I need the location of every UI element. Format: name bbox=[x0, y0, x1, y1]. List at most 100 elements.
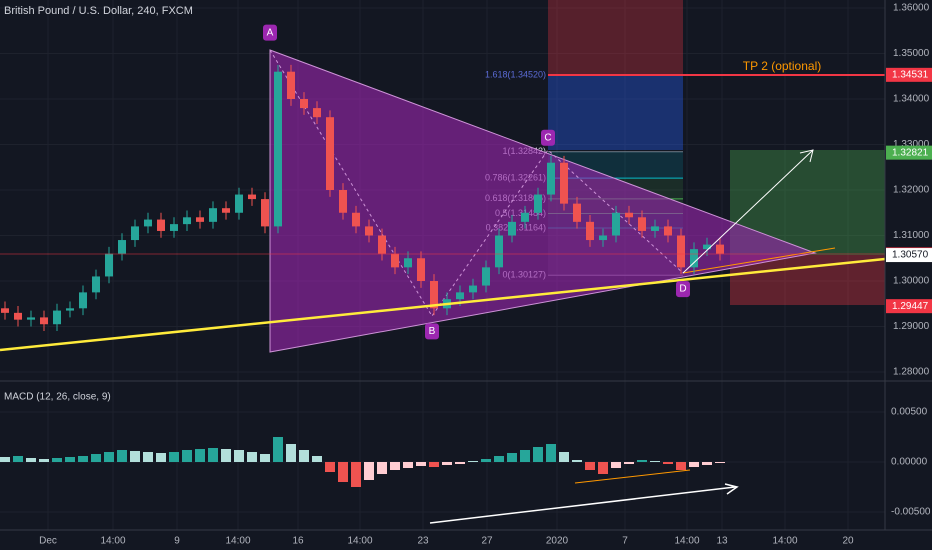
candle bbox=[196, 217, 204, 222]
price-marker-label: 1.34531 bbox=[892, 69, 929, 80]
macd-bar bbox=[0, 457, 10, 462]
fib-label: 1.618(1.34520) bbox=[485, 70, 546, 80]
candle bbox=[352, 212, 360, 227]
candle bbox=[339, 190, 347, 213]
candle bbox=[261, 199, 269, 227]
candle bbox=[66, 308, 74, 311]
macd-bar bbox=[195, 449, 205, 462]
candle bbox=[508, 221, 516, 236]
divergence-arrow bbox=[429, 486, 736, 524]
arrow-head bbox=[799, 149, 814, 163]
macd-pane bbox=[0, 437, 725, 487]
candle bbox=[365, 226, 373, 236]
macd-bar bbox=[52, 458, 62, 462]
candle bbox=[716, 244, 724, 254]
time-label: 14:00 bbox=[225, 536, 250, 547]
candle bbox=[391, 253, 399, 268]
candle bbox=[456, 292, 464, 300]
candle bbox=[92, 276, 100, 293]
macd-bar bbox=[663, 462, 673, 464]
orange-line bbox=[682, 247, 836, 274]
candle bbox=[482, 267, 490, 286]
macd-bar bbox=[143, 452, 153, 462]
candle bbox=[677, 235, 685, 268]
macd-bar bbox=[715, 462, 725, 463]
candle bbox=[27, 317, 35, 320]
macd-bar bbox=[390, 462, 400, 470]
candle bbox=[105, 253, 113, 277]
candle bbox=[560, 162, 568, 204]
candle bbox=[313, 108, 321, 118]
pattern-labels: A B C D bbox=[263, 24, 690, 340]
time-label: 16 bbox=[292, 536, 304, 547]
macd-bar bbox=[637, 460, 647, 462]
macd-bar bbox=[78, 456, 88, 462]
candle bbox=[599, 235, 607, 241]
axes: 1.36000 1.35000 1.34000 1.33000 1.32000 1.310… bbox=[39, 3, 932, 547]
candle bbox=[664, 226, 672, 236]
candle bbox=[157, 219, 165, 231]
macd-bar bbox=[689, 462, 699, 467]
macd-bar bbox=[182, 450, 192, 462]
price-marker bbox=[886, 299, 932, 314]
price-marker-label: 1.32821 bbox=[892, 147, 929, 158]
candle bbox=[300, 99, 308, 109]
macd-bar bbox=[520, 450, 530, 462]
macd-bar bbox=[234, 450, 244, 462]
candle bbox=[326, 117, 334, 190]
macd-tick-label: 0.00500 bbox=[891, 407, 928, 418]
pattern-point bbox=[676, 281, 690, 298]
macd-bar bbox=[507, 453, 517, 462]
macd-bar bbox=[299, 450, 309, 462]
macd-bar bbox=[156, 453, 166, 462]
pattern-label: C bbox=[544, 132, 551, 143]
macd-bar bbox=[611, 462, 621, 468]
time-label: 9 bbox=[174, 536, 180, 547]
pattern-point bbox=[263, 24, 277, 41]
price-marker-label: 1.29447 bbox=[892, 301, 929, 312]
macd-bar bbox=[559, 452, 569, 462]
trendline bbox=[0, 257, 886, 352]
candle bbox=[378, 235, 386, 254]
macd-bar bbox=[702, 462, 712, 465]
macd-bar bbox=[39, 459, 49, 462]
macd-bar bbox=[130, 451, 140, 462]
chart-title: British Pound / U.S. Dollar, 240, FXCM bbox=[4, 5, 193, 17]
risk-zone bbox=[548, 0, 683, 75]
time-label: 14:00 bbox=[100, 536, 125, 547]
candle bbox=[586, 221, 594, 241]
macd-bar bbox=[104, 452, 114, 462]
price-tick-label: 1.32000 bbox=[893, 185, 930, 196]
macd-bar bbox=[585, 462, 595, 470]
candle bbox=[248, 194, 256, 200]
candle bbox=[287, 71, 295, 99]
candle bbox=[40, 317, 48, 325]
macd-bar bbox=[273, 437, 283, 462]
time-label: Dec bbox=[39, 536, 57, 547]
macd-bar bbox=[286, 444, 296, 462]
time-label: 2020 bbox=[546, 536, 569, 547]
macd-bar bbox=[403, 462, 413, 468]
macd-tick-label: -0.00500 bbox=[891, 507, 931, 518]
pattern-triangle bbox=[269, 49, 817, 353]
candle bbox=[131, 226, 139, 241]
time-label: 14:00 bbox=[772, 536, 797, 547]
candle bbox=[274, 71, 282, 227]
price-tick-label: 1.33000 bbox=[893, 139, 930, 150]
candle bbox=[638, 217, 646, 231]
macd-bar bbox=[117, 450, 127, 462]
time-label: 20 bbox=[842, 536, 854, 547]
macd-bar bbox=[351, 462, 361, 487]
macd-bar bbox=[338, 462, 348, 482]
price-tick-label: 1.34000 bbox=[893, 94, 930, 105]
time-label: 14:00 bbox=[347, 536, 372, 547]
candle bbox=[573, 203, 581, 222]
macd-bar bbox=[598, 462, 608, 474]
macd-label: MACD (12, 26, close, 9) bbox=[4, 392, 111, 403]
price-marker bbox=[886, 145, 932, 160]
macd-bar bbox=[533, 447, 543, 462]
price-tick-label: 1.28000 bbox=[893, 367, 930, 378]
price-marker-label: 1.30570 bbox=[892, 250, 929, 261]
macd-bar bbox=[546, 444, 556, 462]
